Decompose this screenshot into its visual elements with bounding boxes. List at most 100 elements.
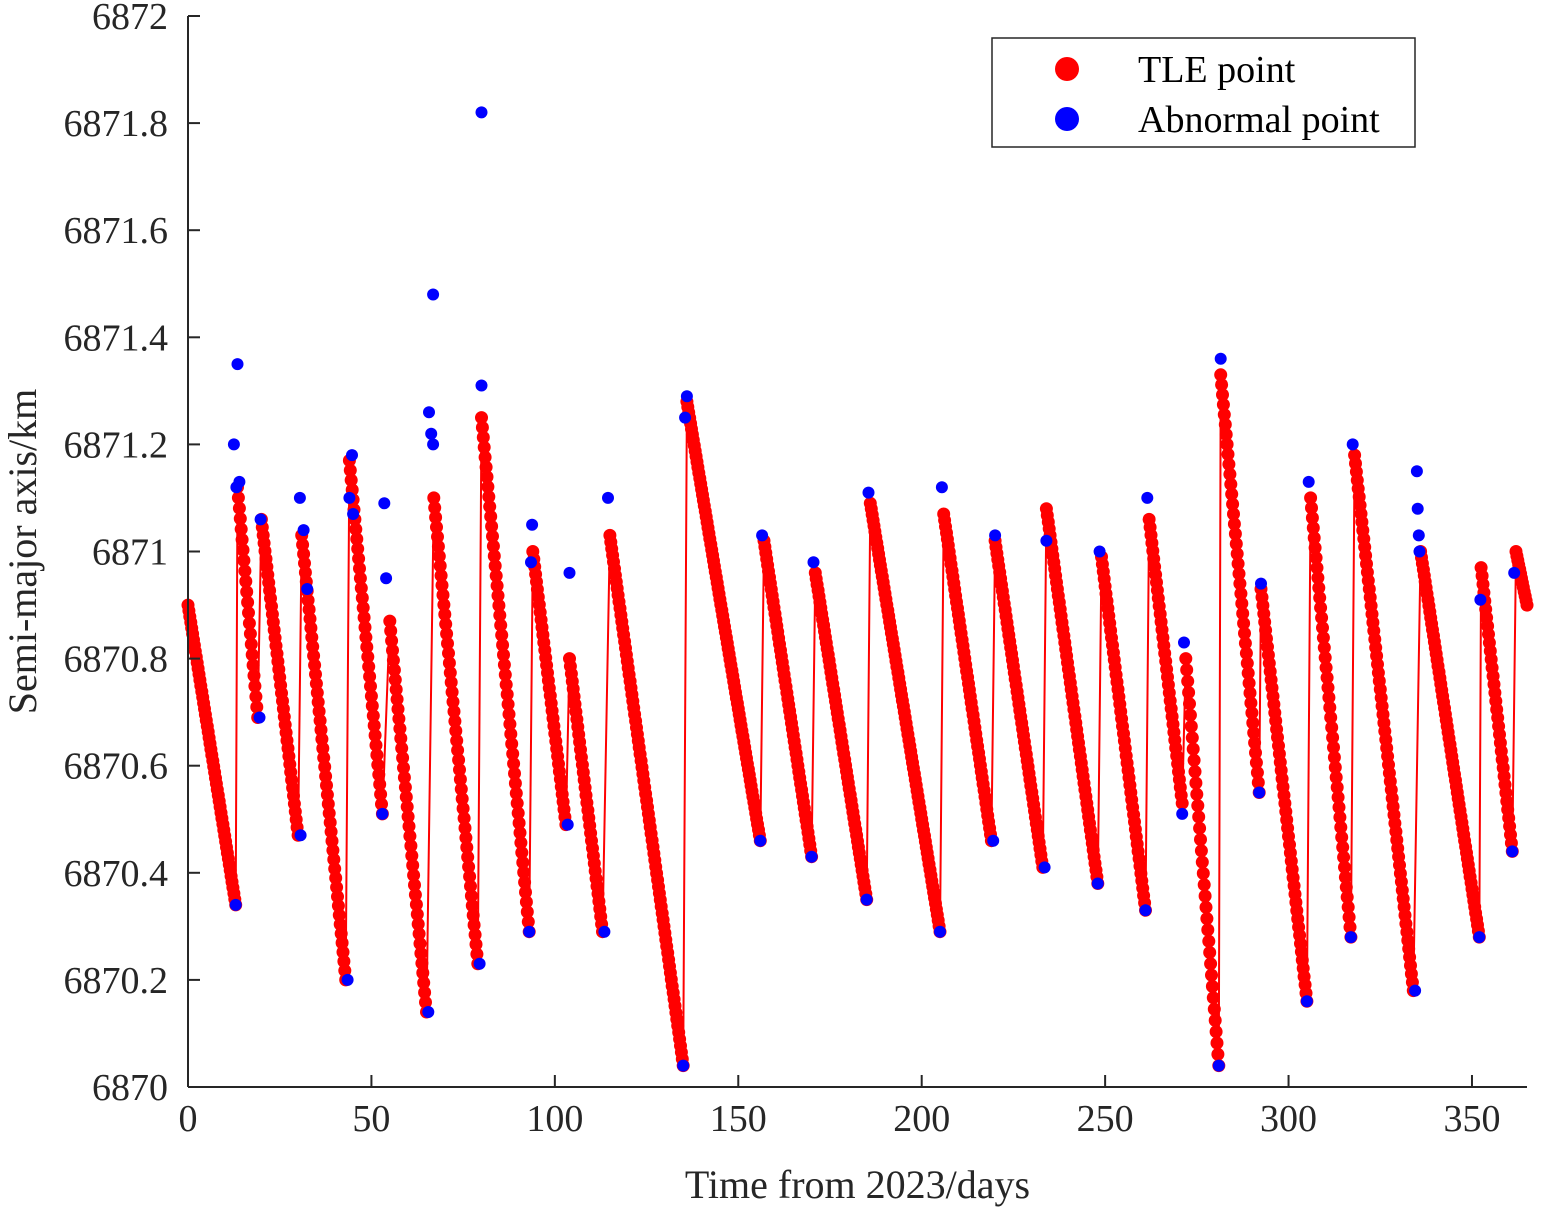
x-tick-label-5: 250	[1077, 1098, 1134, 1140]
tle-point-5-12	[394, 731, 408, 745]
tle-point-1-20	[249, 690, 263, 704]
plot-area	[181, 106, 1534, 1073]
tle-point-1-4	[234, 522, 248, 536]
abnormal-point-10	[301, 583, 314, 595]
tle-point-6-33	[457, 811, 471, 825]
tle-point-21-0	[1214, 368, 1228, 382]
abnormal-point-13	[346, 449, 358, 462]
tle-point-6-17	[442, 656, 456, 670]
y-tick-label-0: 6870	[92, 1067, 168, 1109]
x-tick-label-7: 350	[1443, 1098, 1500, 1140]
tle-point-23-43	[1343, 920, 1357, 934]
tle-point-1-12	[242, 606, 255, 620]
abnormal-point-0	[227, 438, 240, 451]
tle-point-6-20	[445, 685, 459, 699]
tle-point-23-11	[1314, 601, 1328, 615]
tle-point-6-30	[454, 782, 468, 796]
abnormal-point-40	[860, 893, 873, 906]
tle-point-1-11	[241, 595, 255, 609]
tle-point-1-8	[238, 564, 252, 578]
abnormal-point-67	[1473, 931, 1486, 944]
tle-point-27-12	[1520, 598, 1534, 612]
tle-point-21-36	[1247, 726, 1261, 740]
tle-point-23-34	[1335, 830, 1349, 844]
tle-point-4-2	[344, 473, 358, 487]
tle-point-6-43	[466, 908, 480, 922]
tle-point-5-27	[408, 878, 421, 892]
tle-point-21-11	[1224, 477, 1238, 491]
tle-point-20-1	[1180, 663, 1194, 677]
tle-point-6-35	[459, 831, 473, 845]
tle-point-1-17	[246, 658, 260, 672]
tle-point-6-1	[428, 501, 442, 515]
tle-point-23-38	[1338, 870, 1352, 884]
tle-point-1-14	[243, 627, 257, 641]
tle-point-5-36	[416, 966, 430, 980]
tle-point-21-1	[1215, 378, 1229, 392]
abnormal-point-34	[679, 411, 692, 424]
legend-marker-tle	[1055, 57, 1079, 81]
y-tick-label-7: 6871.4	[64, 317, 169, 359]
tle-point-20-20	[1197, 878, 1211, 892]
y-tick-label-3: 6870.6	[64, 746, 169, 788]
tle-point-21-30	[1241, 666, 1255, 680]
tle-point-4-30	[370, 748, 384, 762]
tle-point-21-15	[1227, 517, 1241, 531]
x-tick-label-4: 200	[893, 1098, 950, 1140]
tle-point-20-14	[1192, 810, 1206, 824]
abnormal-point-5	[253, 711, 266, 724]
tle-point-20-25	[1202, 934, 1216, 948]
tle-point-21-18	[1230, 547, 1244, 561]
abnormal-point-58	[1300, 995, 1313, 1008]
tle-point-23-13	[1316, 621, 1329, 635]
tle-point-21-5	[1218, 418, 1232, 431]
tle-point-4-16	[357, 611, 371, 624]
tle-point-23-23	[1325, 721, 1339, 734]
tle-point-20-12	[1190, 787, 1204, 801]
abnormal-point-57	[1255, 577, 1267, 590]
tle-point-23-26	[1327, 750, 1341, 764]
tle-point-20-10	[1188, 765, 1202, 779]
tle-point-5-22	[403, 829, 417, 843]
abnormal-point-26	[523, 925, 536, 938]
y-tick-label-10: 6872	[92, 0, 168, 38]
abnormal-point-60	[1344, 931, 1357, 944]
tle-point-6-11	[437, 598, 451, 612]
tle-point-1-10	[240, 585, 254, 599]
tle-point-4-31	[371, 758, 385, 772]
tle-point-21-13	[1226, 497, 1240, 511]
tle-point-20-28	[1205, 968, 1218, 982]
y-tick-label-1: 6870.2	[64, 960, 169, 1002]
tle-point-6-8	[434, 569, 448, 583]
tle-point-20-22	[1199, 900, 1213, 914]
abnormal-point-2	[231, 358, 244, 371]
tle-point-7-46	[517, 865, 531, 879]
legend-marker-abnormal	[1055, 107, 1079, 131]
tle-point-1-21	[250, 700, 264, 714]
tle-point-7-40	[511, 806, 525, 820]
tle-point-7-18	[491, 589, 505, 603]
tle-point-7-49	[519, 895, 533, 909]
abnormal-point-8	[294, 829, 307, 842]
tle-point-6-18	[443, 666, 457, 680]
tle-point-23-19	[1321, 681, 1335, 695]
abnormal-point-6	[254, 513, 267, 526]
tle-point-23-39	[1339, 880, 1353, 894]
tle-point-20-17	[1194, 844, 1208, 858]
x-axis-title: Time from 2023/days	[685, 1162, 1030, 1207]
legend: TLE point Abnormal point	[991, 37, 1416, 148]
tle-point-23-24	[1326, 731, 1340, 744]
tle-point-23-25	[1327, 740, 1340, 754]
tle-point-23-37	[1338, 860, 1351, 874]
tle-point-4-25	[365, 699, 379, 713]
tle-point-7-22	[495, 628, 509, 642]
tle-point-5-13	[395, 741, 409, 755]
abnormal-point-48	[1091, 877, 1104, 890]
tle-point-4-10	[352, 552, 366, 566]
x-tick-label-6: 300	[1260, 1098, 1317, 1140]
tle-point-23-31	[1332, 800, 1346, 814]
abnormal-point-19	[423, 406, 435, 419]
abnormal-point-33	[677, 1059, 690, 1072]
tle-point-7-9	[483, 500, 497, 514]
tle-point-23-3	[1306, 521, 1320, 535]
